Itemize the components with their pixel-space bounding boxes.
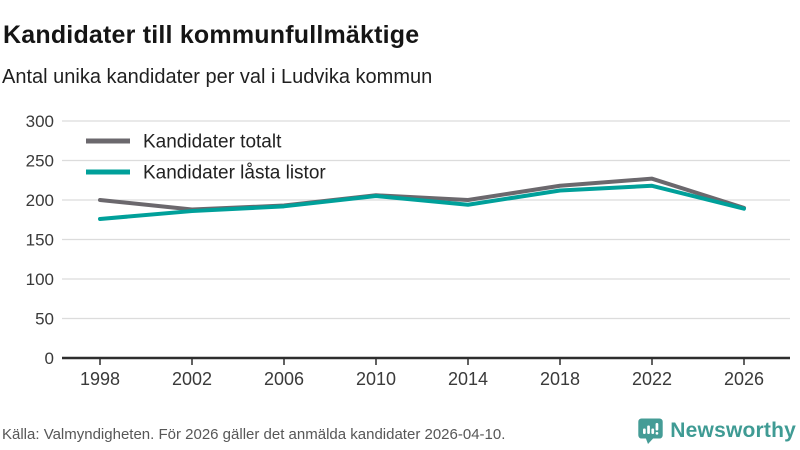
x-tick-label: 2022: [632, 369, 672, 389]
x-tick-label: 2010: [356, 369, 396, 389]
x-tick-label: 2006: [264, 369, 304, 389]
newsworthy-bubble-chart-icon: [638, 418, 663, 444]
y-tick-label: 100: [26, 270, 54, 289]
y-tick-label: 0: [45, 349, 54, 368]
x-tick-label: 2026: [724, 369, 764, 389]
x-tick-label: 2014: [448, 369, 488, 389]
y-tick-label: 300: [26, 112, 54, 131]
chart-footer: Källa: Valmyndigheten. För 2026 gäller d…: [0, 404, 800, 450]
series-line: [98, 183, 746, 221]
page-title: Kandidater till kommunfullmäktige: [3, 20, 420, 49]
newsworthy-logo[interactable]: Newsworthy: [637, 417, 796, 445]
y-tick-label: 250: [26, 152, 54, 171]
chart-subtitle: Antal unika kandidater per val i Ludvika…: [2, 66, 433, 88]
y-tick-label: 200: [26, 191, 54, 210]
y-tick-label: 50: [35, 310, 54, 329]
line-chart: 0 50 100 150 200 250 300 1998 2002 2006 2010 2014 20…: [0, 100, 800, 400]
x-tick-label: 2002: [172, 369, 212, 389]
newsworthy-wordmark: Newsworthy: [670, 419, 796, 442]
line-chart-canvas: 0 50 100 150 200 250 300 1998 2002 2006 2010 2014 20…: [26, 112, 790, 389]
x-tick-label: 2018: [540, 369, 580, 389]
legend-label: Kandidater låsta listor: [143, 163, 326, 184]
x-tick-label: 1998: [80, 369, 120, 389]
y-tick-label: 150: [26, 231, 54, 250]
source-note: Källa: Valmyndigheten. För 2026 gäller d…: [2, 426, 506, 443]
legend-label: Kandidater totalt: [143, 132, 282, 153]
